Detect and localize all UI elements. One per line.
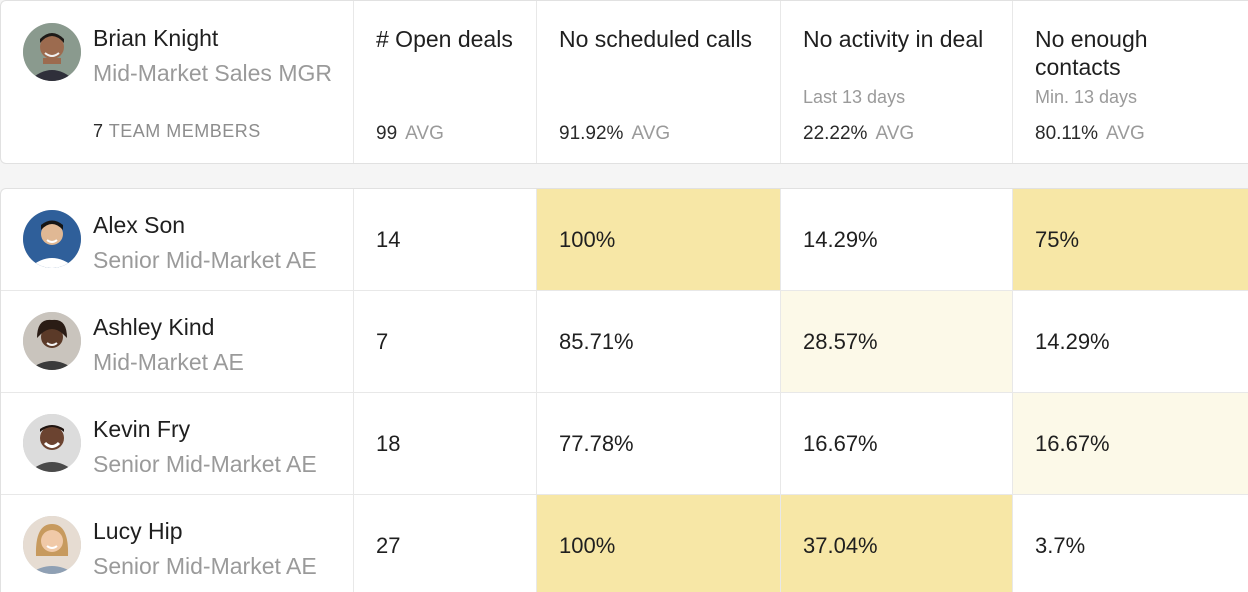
open-deals-cell: 27	[354, 495, 537, 592]
rep-role: Senior Mid-Market AE	[93, 247, 317, 273]
cell-value: 77.78%	[559, 431, 634, 456]
header-no-activity[interactable]: No activity in deal Last 13 days 22.22% A…	[781, 1, 1013, 163]
average-label: AVG	[405, 123, 444, 144]
no-calls-cell: 77.78%	[537, 393, 781, 494]
no-contacts-cell: 14.29%	[1013, 291, 1248, 392]
no-calls-cell: 100%	[537, 189, 781, 290]
column-average: 22.22% AVG	[803, 123, 914, 145]
cell-value: 27	[376, 533, 401, 558]
team-members-count: 7 TEAM MEMBERS	[93, 121, 261, 142]
manager-summary-card: Brian Knight Mid-Market Sales MGR 7 TEAM…	[0, 0, 1248, 164]
cell-value: 16.67%	[1035, 431, 1110, 456]
cell-value: 75%	[1035, 227, 1080, 252]
no-activity-cell: 28.57%	[781, 291, 1013, 392]
column-title: No scheduled calls	[559, 26, 753, 52]
no-calls-cell: 100%	[537, 495, 781, 592]
column-average: 99 AVG	[376, 123, 444, 145]
cell-value: 100%	[559, 533, 616, 558]
table-row[interactable]: Alex Son Senior Mid-Market AE 14 100% 14…	[1, 189, 1248, 291]
open-deals-cell: 18	[354, 393, 537, 494]
average-value: 91.92%	[559, 123, 624, 144]
cell-value: 100%	[559, 227, 616, 252]
cell-value: 3.7%	[1035, 533, 1086, 558]
manager-avatar	[23, 23, 81, 81]
rep-cell[interactable]: Lucy Hip Senior Mid-Market AE	[1, 495, 354, 592]
average-value: 80.11%	[1035, 123, 1099, 144]
rep-cell[interactable]: Kevin Fry Senior Mid-Market AE	[1, 393, 354, 494]
manager-name: Brian Knight	[93, 25, 219, 51]
header-open-deals[interactable]: # Open deals 99 AVG	[354, 1, 537, 163]
column-average: 91.92% AVG	[559, 123, 670, 145]
column-title: No activity in deal	[803, 26, 984, 52]
open-deals-cell: 14	[354, 189, 537, 290]
team-members-table: Alex Son Senior Mid-Market AE 14 100% 14…	[0, 188, 1248, 592]
cell-value: 18	[376, 431, 401, 456]
column-title: No enough contacts	[1035, 26, 1148, 80]
team-count-label: TEAM MEMBERS	[108, 121, 261, 141]
rep-avatar	[23, 210, 81, 268]
rep-role: Senior Mid-Market AE	[93, 553, 317, 579]
cell-value: 37.04%	[803, 533, 878, 558]
no-contacts-cell: 16.67%	[1013, 393, 1248, 494]
column-average: 80.11% AVG	[1035, 123, 1145, 145]
average-label: AVG	[631, 123, 671, 144]
average-value: 22.22%	[803, 123, 868, 144]
cell-value: 28.57%	[803, 329, 878, 354]
rep-name: Ashley Kind	[93, 314, 215, 340]
rep-role: Mid-Market AE	[93, 349, 244, 375]
rep-cell[interactable]: Ashley Kind Mid-Market AE	[1, 291, 354, 392]
header-no-enough-contacts[interactable]: No enough contacts Min. 13 days 80.11% AV…	[1013, 1, 1248, 163]
rep-avatar	[23, 516, 81, 574]
cell-value: 16.67%	[803, 431, 878, 456]
cell-value: 14	[376, 227, 401, 252]
table-row[interactable]: Ashley Kind Mid-Market AE 7 85.71% 28.57…	[1, 291, 1248, 393]
column-subtitle: Last 13 days	[803, 87, 906, 107]
no-activity-cell: 37.04%	[781, 495, 1013, 592]
manager-role: Mid-Market Sales MGR	[93, 60, 332, 86]
header-no-scheduled-calls[interactable]: No scheduled calls 91.92% AVG	[537, 1, 781, 163]
cell-value: 14.29%	[1035, 329, 1110, 354]
table-row[interactable]: Kevin Fry Senior Mid-Market AE 18 77.78%…	[1, 393, 1248, 495]
team-count-number: 7	[93, 121, 104, 141]
cell-value: 85.71%	[559, 329, 634, 354]
average-label: AVG	[1106, 123, 1145, 144]
rep-cell[interactable]: Alex Son Senior Mid-Market AE	[1, 189, 354, 290]
rep-avatar	[23, 312, 81, 370]
table-row[interactable]: Lucy Hip Senior Mid-Market AE 27 100% 37…	[1, 495, 1248, 592]
open-deals-cell: 7	[354, 291, 537, 392]
cell-value: 14.29%	[803, 227, 878, 252]
average-label: AVG	[875, 123, 915, 144]
rep-avatar	[23, 414, 81, 472]
rep-name: Kevin Fry	[93, 416, 191, 442]
rep-role: Senior Mid-Market AE	[93, 451, 317, 477]
no-contacts-cell: 75%	[1013, 189, 1248, 290]
column-title: # Open deals	[376, 26, 513, 52]
column-subtitle: Min. 13 days	[1035, 87, 1138, 107]
no-calls-cell: 85.71%	[537, 291, 781, 392]
cell-value: 7	[376, 329, 389, 354]
manager-cell[interactable]: Brian Knight Mid-Market Sales MGR 7 TEAM…	[1, 1, 354, 163]
rep-name: Alex Son	[93, 212, 186, 238]
no-activity-cell: 14.29%	[781, 189, 1013, 290]
no-activity-cell: 16.67%	[781, 393, 1013, 494]
no-contacts-cell: 3.7%	[1013, 495, 1248, 592]
rep-name: Lucy Hip	[93, 518, 183, 544]
average-value: 99	[376, 123, 398, 144]
